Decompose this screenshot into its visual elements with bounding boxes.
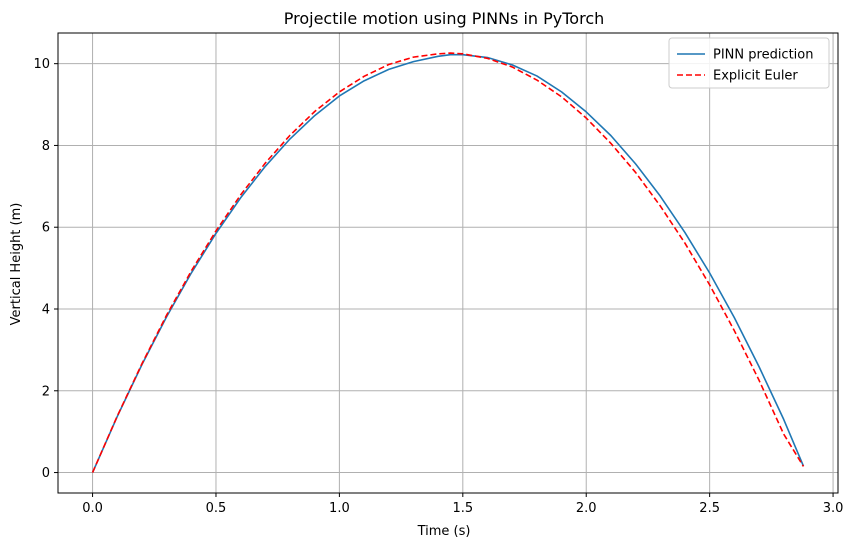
x-tick-label: 1.5 [452,501,473,516]
x-tick-label: 2.5 [699,501,720,516]
series-layer [91,52,805,473]
series-line-pinn-prediction [91,53,805,473]
y-tick-label: 2 [42,384,50,399]
x-tick-label: 2.0 [576,501,597,516]
legend: PINN prediction Explicit Euler [668,37,830,89]
x-tick-label: 1.0 [329,501,350,516]
legend-label: PINN prediction [713,48,813,63]
legend-label: Explicit Euler [713,69,798,84]
y-tick-label: 4 [42,303,50,318]
y-tick-label: 10 [33,57,50,72]
plot-frame [57,32,839,494]
ticks: 0.0 0.5 1.0 1.5 2.0 2.5 3.0 0 2 4 6 8 10 [33,57,843,516]
series-line-explicit-euler [91,52,805,473]
chart-title: Projectile motion using PINNs in PyTorch [284,9,605,28]
y-tick-label: 8 [42,139,50,154]
y-tick-label: 0 [42,466,50,481]
x-tick-label: 3.0 [823,501,844,516]
x-axis-label: Time (s) [417,524,471,539]
y-axis-label: Vertical Height (m) [9,203,24,326]
x-tick-label: 0.5 [206,501,227,516]
y-tick-label: 6 [42,221,50,236]
grid [58,33,838,493]
x-tick-label: 0.0 [82,501,103,516]
legend-box [668,37,830,89]
